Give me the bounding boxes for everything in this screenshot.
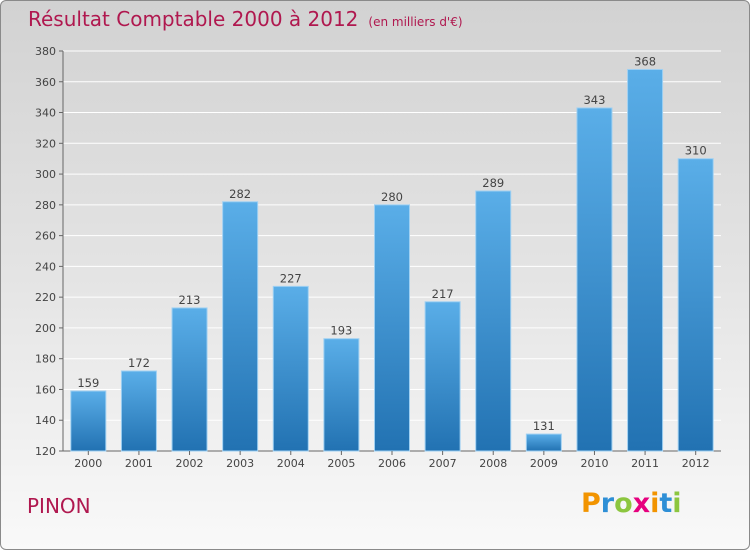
- y-tick-label: 320: [35, 137, 56, 150]
- x-tick-label: 2009: [530, 457, 558, 470]
- data-label: 310: [685, 144, 707, 158]
- y-tick-label: 300: [35, 168, 56, 181]
- y-tick-label: 260: [35, 230, 56, 243]
- data-label: 131: [533, 419, 555, 433]
- y-tick-label: 380: [35, 45, 56, 58]
- bar: [576, 107, 613, 452]
- x-tick-label: 2002: [176, 457, 204, 470]
- y-tick-label: 280: [35, 199, 56, 212]
- logo-letter: i: [650, 488, 660, 519]
- commune-name: PINON: [27, 494, 91, 518]
- bar: [222, 201, 259, 452]
- logo-letter: t: [659, 488, 673, 519]
- y-tick-label: 240: [35, 260, 56, 273]
- logo-letter: x: [632, 488, 651, 519]
- data-label: 227: [280, 271, 302, 285]
- y-tick-label: 360: [35, 76, 56, 89]
- data-label: 159: [77, 376, 99, 390]
- y-tick-label: 180: [35, 353, 56, 366]
- x-tick-label: 2003: [226, 457, 254, 470]
- x-tick-label: 2011: [631, 457, 659, 470]
- data-label: 213: [179, 293, 201, 307]
- data-label: 282: [229, 187, 251, 201]
- x-tick-label: 2001: [125, 457, 153, 470]
- x-tick-label: 2012: [682, 457, 710, 470]
- logo-letter: P: [581, 488, 601, 519]
- logo-letter: o: [614, 488, 633, 519]
- data-label: 217: [432, 287, 454, 301]
- y-tick-label: 220: [35, 291, 56, 304]
- data-label: 289: [482, 176, 504, 190]
- y-tick-label: 340: [35, 107, 56, 120]
- x-tick-label: 2008: [479, 457, 507, 470]
- proxiti-logo: Proxiti: [581, 488, 682, 519]
- x-tick-label: 2006: [378, 457, 406, 470]
- bar: [272, 285, 309, 452]
- bar: [120, 370, 157, 452]
- logo-letter: r: [600, 488, 615, 519]
- bar: [475, 190, 512, 452]
- x-tick-label: 2005: [327, 457, 355, 470]
- data-label: 193: [330, 324, 352, 338]
- chart-unit-note: (en milliers d'€): [368, 15, 463, 29]
- y-tick-label: 140: [35, 414, 56, 427]
- data-label: 280: [381, 190, 403, 204]
- data-label: 172: [128, 356, 150, 370]
- bar: [70, 390, 107, 452]
- bar: [677, 158, 714, 452]
- bar: [627, 68, 664, 452]
- bar: [374, 204, 410, 452]
- bar: [171, 307, 208, 452]
- bar: [323, 338, 360, 452]
- chart-title: Résultat Comptable 2000 à 2012 (en millie…: [28, 7, 463, 31]
- y-tick-label: 160: [35, 383, 56, 396]
- y-tick-label: 200: [35, 322, 56, 335]
- logo-letter: i: [672, 488, 682, 519]
- x-tick-label: 2010: [580, 457, 608, 470]
- bar: [424, 301, 461, 452]
- data-label: 368: [634, 54, 656, 68]
- x-tick-label: 2004: [277, 457, 305, 470]
- x-tick-label: 2000: [74, 457, 102, 470]
- chart-title-text: Résultat Comptable 2000 à 2012: [28, 7, 359, 31]
- y-tick-label: 120: [35, 445, 56, 458]
- data-label: 343: [583, 93, 605, 107]
- x-tick-label: 2007: [429, 457, 457, 470]
- bar: [525, 433, 562, 452]
